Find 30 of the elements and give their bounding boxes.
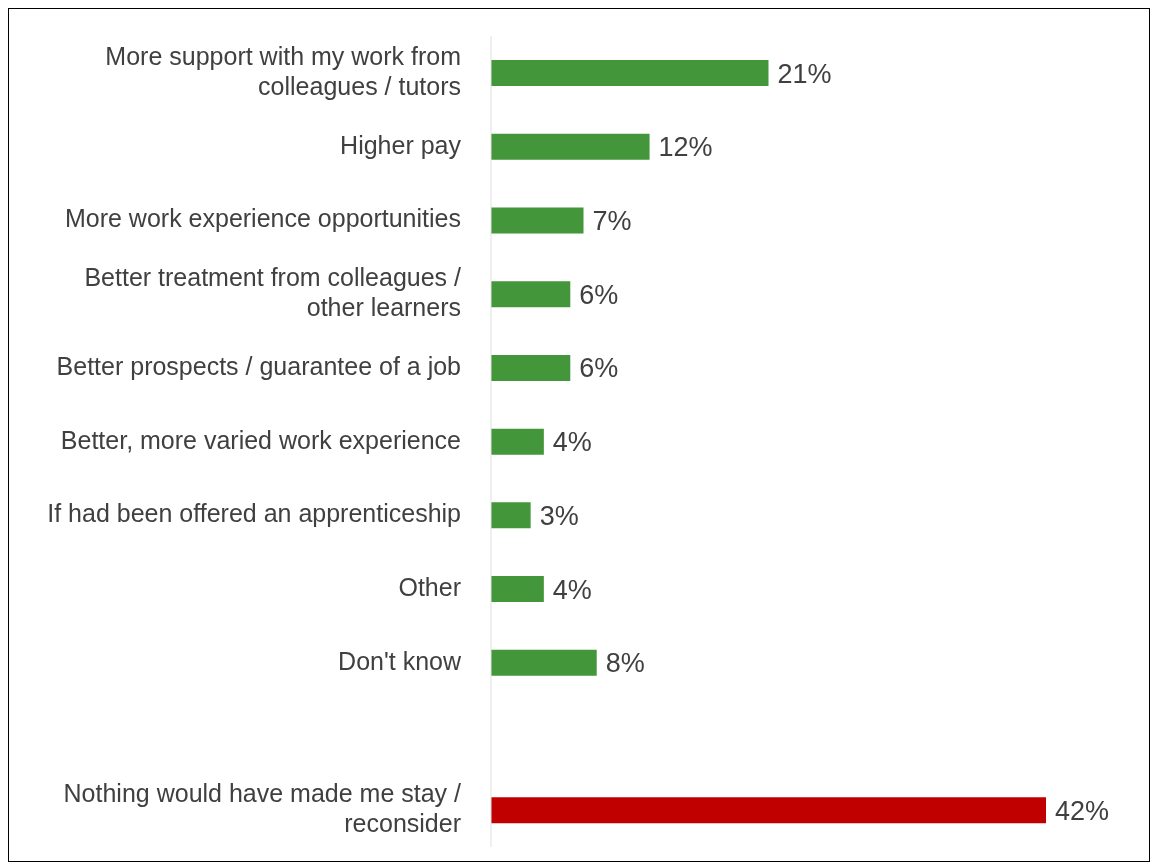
bar [491, 354, 571, 381]
y-tick-label: Better treatment from colleagues / other learners [84, 262, 462, 321]
y-tick-label: Better, more varied work experience [60, 425, 461, 454]
data-label: 3% [539, 500, 579, 531]
y-tick-label: More support with my work from colleagues / tutors [105, 41, 461, 100]
y-tick-label: Don't know [338, 646, 462, 675]
y-tick-label: If had been offered an apprenticeship [47, 498, 461, 527]
bar [491, 576, 544, 603]
y-tick-label: More work experience opportunities [64, 203, 461, 232]
bar [491, 797, 1046, 824]
bar [491, 281, 571, 308]
data-label: 8% [605, 648, 645, 679]
bar [491, 207, 584, 234]
bar [491, 428, 544, 455]
data-label: 4% [552, 574, 592, 605]
data-label: 21% [777, 58, 832, 89]
data-label: 6% [579, 279, 619, 310]
data-label: 7% [592, 206, 632, 237]
bar [491, 133, 650, 160]
data-label: 12% [658, 132, 713, 163]
y-tick-label: Better prospects / guarantee of a job [56, 351, 461, 380]
bar [491, 502, 531, 529]
data-label: 4% [552, 427, 592, 458]
y-tick-label: Other [398, 572, 461, 601]
bar [491, 60, 769, 86]
bar [491, 649, 597, 676]
data-label: 42% [1055, 795, 1110, 826]
data-label: 6% [579, 353, 619, 384]
y-tick-label: Nothing would have made me stay / reconsider [63, 778, 462, 837]
y-tick-label: Higher pay [340, 130, 462, 159]
